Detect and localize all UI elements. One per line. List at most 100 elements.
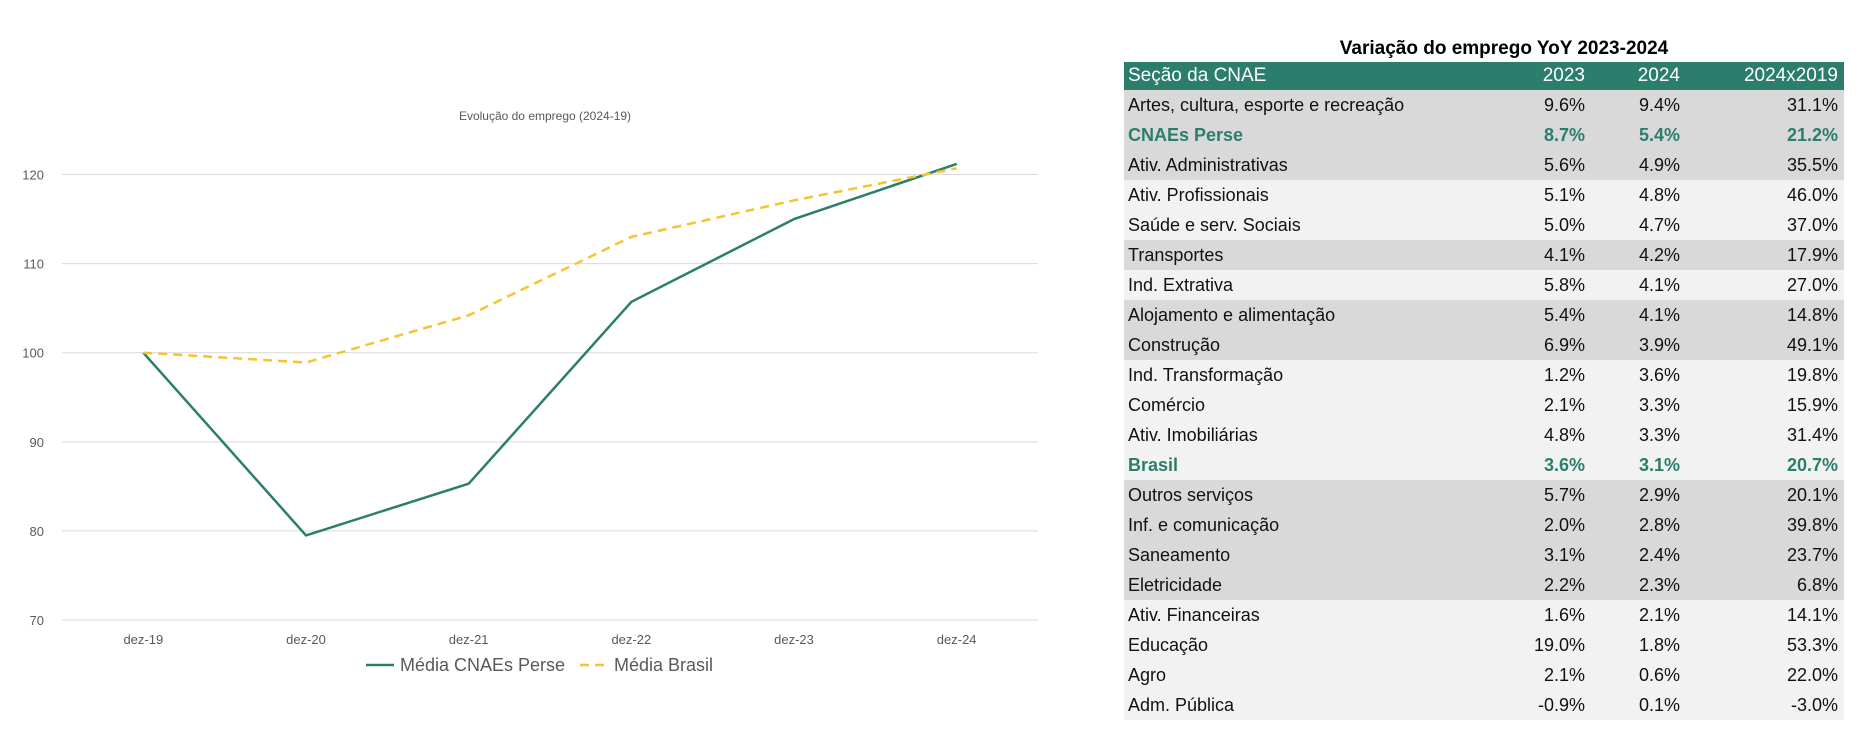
row-2024-cell: 5.4%: [1591, 120, 1686, 150]
table-row: Saúde e serv. Sociais 5.0% 4.7% 37.0%: [1124, 210, 1844, 240]
row-2024x2019-cell: 27.0%: [1686, 270, 1844, 300]
x-tick-label: dez-23: [774, 632, 814, 647]
row-2024-cell: 4.1%: [1591, 300, 1686, 330]
row-2023-cell: 5.6%: [1496, 150, 1591, 180]
row-2024-cell: 2.8%: [1591, 510, 1686, 540]
row-2024x2019-cell: 53.3%: [1686, 630, 1844, 660]
legend-label: Média Brasil: [614, 655, 713, 675]
table-row: Alojamento e alimentação 5.4% 4.1% 14.8%: [1124, 300, 1844, 330]
row-name-cell: Eletricidade: [1124, 570, 1496, 600]
table-row: Ativ. Administrativas 5.6% 4.9% 35.5%: [1124, 150, 1844, 180]
row-2023-cell: -0.9%: [1496, 690, 1591, 720]
header-2024: 2024: [1591, 62, 1686, 90]
table-row: Artes, cultura, esporte e recreação 9.6% 9…: [1124, 90, 1844, 120]
row-2024-cell: 2.3%: [1591, 570, 1686, 600]
y-tick-label: 110: [23, 257, 44, 272]
table-row: Inf. e comunicação 2.0% 2.8% 39.8%: [1124, 510, 1844, 540]
table-row: Ativ. Imobiliárias 4.8% 3.3% 31.4%: [1124, 420, 1844, 450]
row-name-cell: Alojamento e alimentação: [1124, 300, 1496, 330]
row-2023-cell: 5.0%: [1496, 210, 1591, 240]
row-name-cell: Agro: [1124, 660, 1496, 690]
header-2024x2019: 2024x2019: [1686, 62, 1844, 90]
row-2024x2019-cell: 37.0%: [1686, 210, 1844, 240]
chart-legend: Média CNAEs Perse Média Brasil: [366, 655, 713, 675]
row-2023-cell: 1.6%: [1496, 600, 1591, 630]
chart-title: Evolução do emprego (2024-19): [459, 109, 631, 123]
row-2024-cell: 4.2%: [1591, 240, 1686, 270]
table-row: Comércio 2.1% 3.3% 15.9%: [1124, 390, 1844, 420]
row-2024x2019-cell: 19.8%: [1686, 360, 1844, 390]
table-row: Educação 19.0% 1.8% 53.3%: [1124, 630, 1844, 660]
row-2024-cell: 9.4%: [1591, 90, 1686, 120]
x-tick-label: dez-24: [937, 632, 977, 647]
x-axis-ticks: dez-19 dez-20 dez-21 dez-22 dez-23 dez-24: [123, 632, 976, 647]
row-name-cell: Comércio: [1124, 390, 1496, 420]
row-name-cell: Ativ. Administrativas: [1124, 150, 1496, 180]
row-2024x2019-cell: 23.7%: [1686, 540, 1844, 570]
table-header-row: Seção da CNAE 2023 2024 2024x2019: [1124, 62, 1844, 90]
row-name-cell: Ativ. Financeiras: [1124, 600, 1496, 630]
x-tick-label: dez-22: [611, 632, 651, 647]
series-line-0: [142, 162, 958, 537]
row-name-cell: Transportes: [1124, 240, 1496, 270]
table-row: Outros serviços 5.7% 2.9% 20.1%: [1124, 480, 1844, 510]
table-row: Brasil 3.6% 3.1% 20.7%: [1124, 450, 1844, 480]
row-name-cell: Ind. Extrativa: [1124, 270, 1496, 300]
employment-table-panel: Variação do emprego YoY 2023-2024 Seção …: [1124, 36, 1844, 720]
row-2023-cell: 5.4%: [1496, 300, 1591, 330]
row-2023-cell: 5.8%: [1496, 270, 1591, 300]
row-2024x2019-cell: 15.9%: [1686, 390, 1844, 420]
table-row: Construção 6.9% 3.9% 49.1%: [1124, 330, 1844, 360]
row-2024x2019-cell: 31.1%: [1686, 90, 1844, 120]
table-row: Transportes 4.1% 4.2% 17.9%: [1124, 240, 1844, 270]
series-lines: [142, 162, 958, 537]
legend-label: Média CNAEs Perse: [400, 655, 565, 675]
row-2023-cell: 5.7%: [1496, 480, 1591, 510]
row-2024-cell: 2.9%: [1591, 480, 1686, 510]
x-tick-label: dez-19: [123, 632, 163, 647]
x-tick-label: dez-21: [449, 632, 489, 647]
table-row: Ativ. Profissionais 5.1% 4.8% 46.0%: [1124, 180, 1844, 210]
table-row: Eletricidade 2.2% 2.3% 6.8%: [1124, 570, 1844, 600]
series-line-1: [143, 167, 957, 364]
row-name-cell: Outros serviços: [1124, 480, 1496, 510]
row-name-cell: Ativ. Profissionais: [1124, 180, 1496, 210]
row-2024x2019-cell: -3.0%: [1686, 690, 1844, 720]
row-2024-cell: 2.1%: [1591, 600, 1686, 630]
row-name-cell: Saneamento: [1124, 540, 1496, 570]
gridlines: [62, 174, 1038, 621]
row-name-cell: CNAEs Perse: [1124, 120, 1496, 150]
row-2023-cell: 2.1%: [1496, 390, 1591, 420]
row-2024-cell: 3.9%: [1591, 330, 1686, 360]
row-2023-cell: 19.0%: [1496, 630, 1591, 660]
row-2024-cell: 3.3%: [1591, 420, 1686, 450]
row-2024x2019-cell: 21.2%: [1686, 120, 1844, 150]
row-2023-cell: 5.1%: [1496, 180, 1591, 210]
table-row: Ind. Extrativa 5.8% 4.1% 27.0%: [1124, 270, 1844, 300]
row-name-cell: Adm. Pública: [1124, 690, 1496, 720]
table-row: Ativ. Financeiras 1.6% 2.1% 14.1%: [1124, 600, 1844, 630]
row-2023-cell: 4.8%: [1496, 420, 1591, 450]
table-row: Ind. Transformação 1.2% 3.6% 19.8%: [1124, 360, 1844, 390]
row-2024x2019-cell: 14.1%: [1686, 600, 1844, 630]
row-name-cell: Educação: [1124, 630, 1496, 660]
row-2024-cell: 3.3%: [1591, 390, 1686, 420]
row-2023-cell: 2.2%: [1496, 570, 1591, 600]
header-2023: 2023: [1496, 62, 1591, 90]
table-row: Agro 2.1% 0.6% 22.0%: [1124, 660, 1844, 690]
row-name-cell: Saúde e serv. Sociais: [1124, 210, 1496, 240]
row-2024-cell: 4.8%: [1591, 180, 1686, 210]
y-tick-label: 90: [30, 435, 44, 450]
row-2023-cell: 3.1%: [1496, 540, 1591, 570]
row-name-cell: Inf. e comunicação: [1124, 510, 1496, 540]
row-2024-cell: 4.9%: [1591, 150, 1686, 180]
row-2023-cell: 8.7%: [1496, 120, 1591, 150]
y-axis-ticks: 70 80 90 100 110 120: [22, 168, 44, 628]
row-name-cell: Artes, cultura, esporte e recreação: [1124, 90, 1496, 120]
table-row: Saneamento 3.1% 2.4% 23.7%: [1124, 540, 1844, 570]
row-2024x2019-cell: 35.5%: [1686, 150, 1844, 180]
row-2024-cell: 4.7%: [1591, 210, 1686, 240]
employment-table: Seção da CNAE 2023 2024 2024x2019 Artes,…: [1124, 62, 1844, 720]
row-name-cell: Construção: [1124, 330, 1496, 360]
row-name-cell: Ind. Transformação: [1124, 360, 1496, 390]
